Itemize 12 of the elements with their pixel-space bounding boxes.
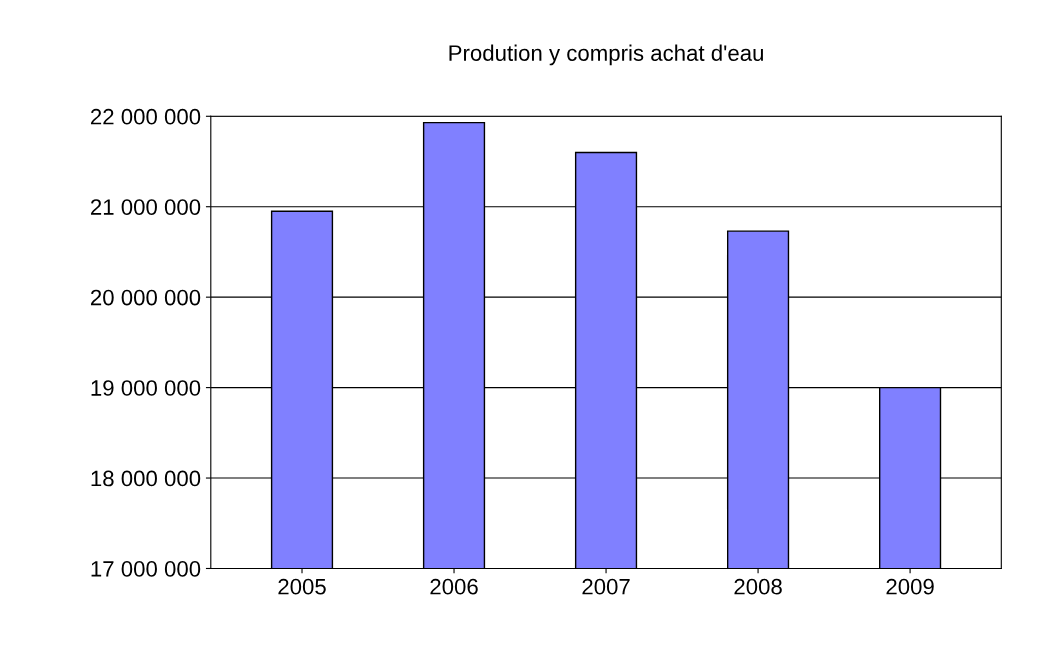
y-tick-label: 19 000 000 [91,380,201,396]
y-tick-label: 18 000 000 [91,470,201,487]
y-tick-label: 22 000 000 [90,108,201,125]
chart-title: Prodution y compris achat d'eau [449,44,763,66]
y-tick-label: 21 000 000 [90,199,201,215]
x-tick-label: 2009 [886,578,934,595]
y-tick-label: 17 000 000 [91,561,201,577]
y-tick-label: 20 000 000 [90,289,201,306]
x-tick-label: 2008 [734,578,782,595]
x-tick-label: 2006 [430,578,478,595]
x-tick-label: 2007 [582,578,630,595]
x-tick-label: 2005 [278,578,326,595]
